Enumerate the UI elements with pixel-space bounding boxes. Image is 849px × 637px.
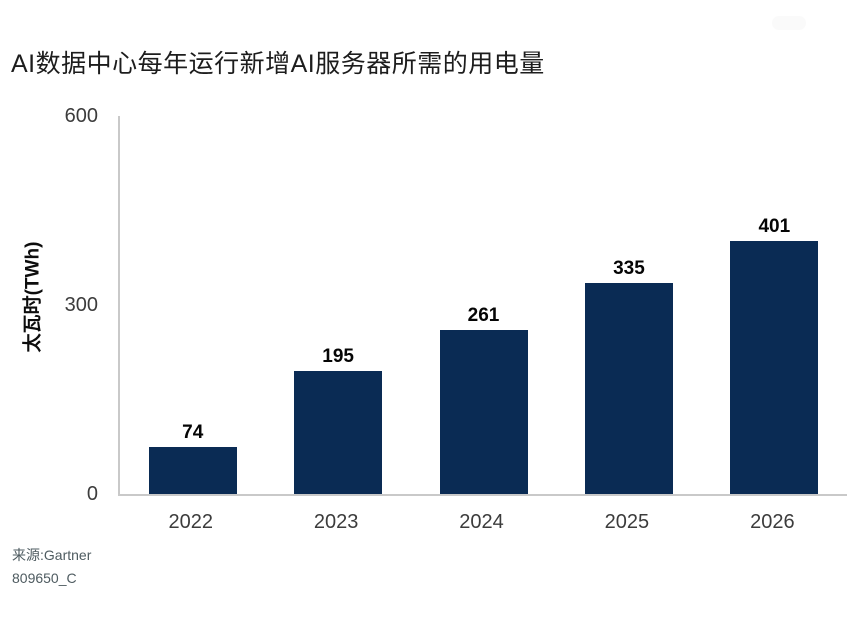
bar-column: 401 — [702, 116, 847, 494]
screenshot-artifact — [772, 16, 806, 30]
bar-value-label: 195 — [322, 346, 354, 368]
bar-2025 — [584, 282, 673, 494]
plot-area: 74 195 261 335 401 — [118, 116, 847, 496]
x-tick-label: 2026 — [750, 511, 795, 533]
document-code: 809650_C — [12, 570, 77, 586]
bar-2023 — [294, 371, 383, 494]
bar-value-label: 401 — [758, 216, 791, 238]
x-tick-label: 2022 — [168, 511, 213, 533]
bar-value-label: 335 — [613, 257, 645, 279]
x-tick-label: 2024 — [459, 511, 504, 533]
bar-2022 — [148, 447, 237, 494]
y-tick-label: 0 — [86, 483, 98, 505]
bar-column: 74 — [120, 116, 265, 494]
bar-column: 261 — [411, 116, 556, 494]
x-axis-labels: 2022 2023 2024 2025 2026 — [118, 511, 845, 534]
bar-column: 335 — [556, 116, 701, 494]
bar-column: 195 — [265, 116, 410, 494]
y-axis-ticks: 0 300 600 — [0, 106, 98, 504]
bar-2026 — [730, 241, 819, 494]
bar-2024 — [439, 329, 528, 494]
x-tick-label: 2025 — [604, 511, 650, 533]
y-tick-label: 300 — [64, 294, 98, 316]
bar-value-label: 74 — [182, 422, 204, 444]
y-tick-label: 600 — [64, 105, 98, 127]
source-note: 来源:Gartner — [12, 547, 92, 563]
chart-title: AI数据中心每年运行新增AI服务器所需的用电量 — [11, 50, 545, 78]
bar-value-label: 261 — [467, 304, 500, 326]
x-tick-label: 2023 — [313, 511, 359, 533]
